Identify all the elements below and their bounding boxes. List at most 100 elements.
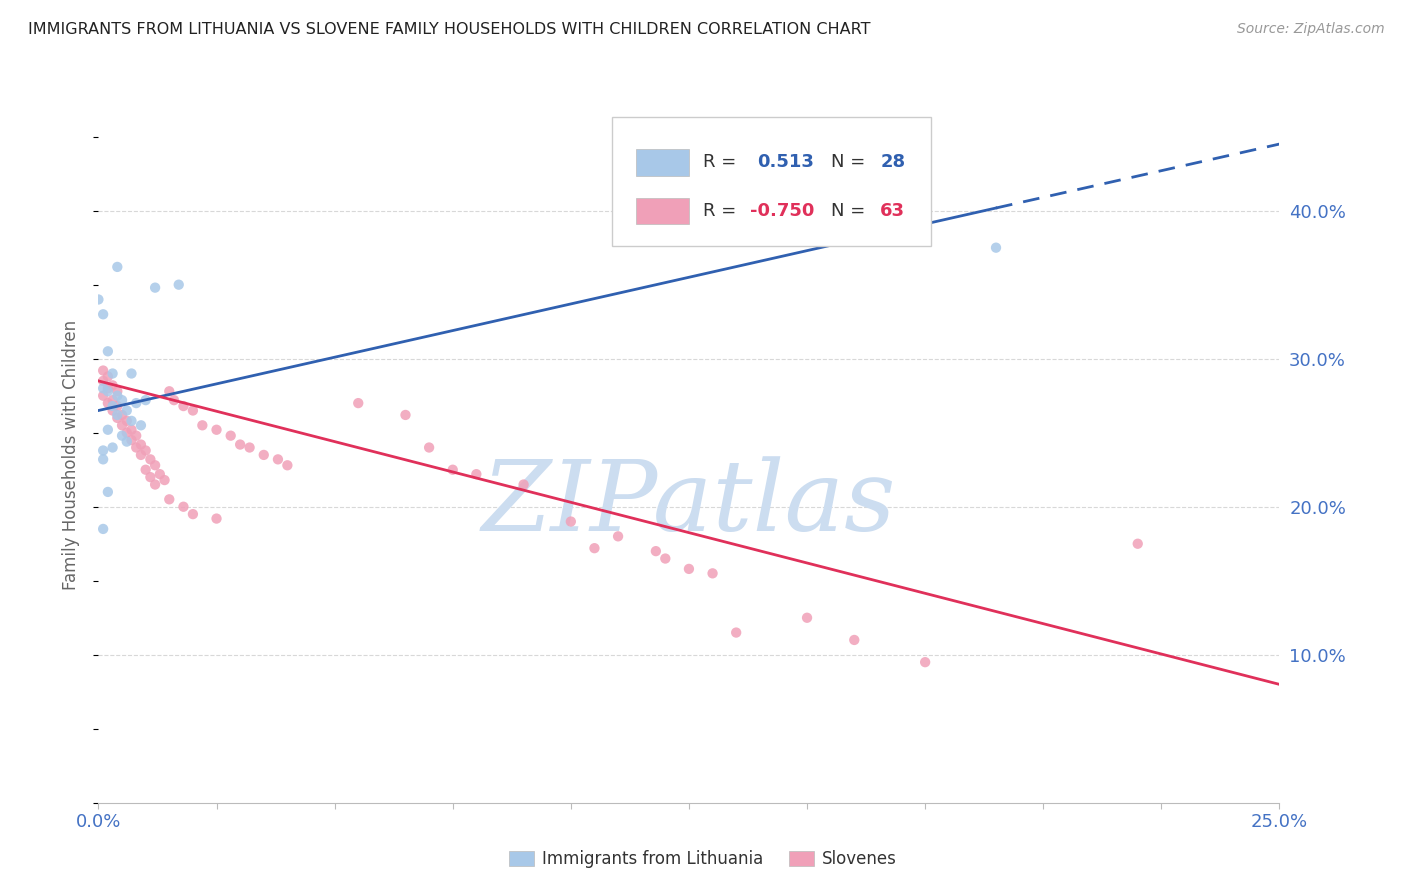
Point [111, 428, 134, 442]
Point [191, 418, 214, 433]
Text: -0.750: -0.750 [751, 202, 814, 220]
Point [115, 434, 138, 449]
Point [135, 393, 157, 408]
Point [115, 403, 138, 417]
Point [153, 473, 176, 487]
Point [512, 477, 534, 491]
Text: N =: N = [831, 153, 865, 171]
Point [725, 625, 748, 640]
Point [914, 655, 936, 669]
Point [101, 399, 124, 413]
Point [276, 458, 298, 473]
Point [91, 389, 114, 403]
Point [105, 260, 128, 274]
Point [105, 408, 128, 422]
Text: ZIPatlas: ZIPatlas [482, 456, 896, 551]
Point [139, 470, 162, 484]
Point [111, 408, 134, 422]
Point [97, 484, 120, 499]
Point [984, 241, 1007, 255]
Point [465, 467, 488, 482]
Point [121, 423, 143, 437]
Y-axis label: Family Households with Children: Family Households with Children [62, 320, 80, 590]
Point [105, 384, 128, 399]
Point [121, 367, 143, 381]
Point [111, 393, 134, 408]
Point [97, 369, 120, 384]
Point [583, 541, 606, 556]
Text: IMMIGRANTS FROM LITHUANIA VS SLOVENE FAMILY HOUSEHOLDS WITH CHILDREN CORRELATION: IMMIGRANTS FROM LITHUANIA VS SLOVENE FAM… [28, 22, 870, 37]
Point [121, 414, 143, 428]
Point [253, 448, 276, 462]
Point [143, 477, 166, 491]
Point [394, 408, 416, 422]
Point [796, 611, 818, 625]
Point [702, 566, 724, 581]
Point [101, 378, 124, 392]
Point [172, 500, 194, 514]
Text: Source: ZipAtlas.com: Source: ZipAtlas.com [1237, 22, 1385, 37]
Point [91, 522, 114, 536]
Point [97, 344, 120, 359]
Point [181, 403, 204, 417]
Point [97, 384, 120, 399]
Point [91, 443, 114, 458]
Text: 28: 28 [880, 153, 905, 171]
Point [115, 414, 138, 428]
Point [121, 433, 143, 447]
Point [1126, 537, 1149, 551]
Point [129, 418, 152, 433]
Point [219, 428, 242, 442]
Point [644, 544, 666, 558]
Point [139, 452, 162, 467]
Point [239, 441, 262, 455]
Point [167, 277, 190, 292]
Text: R =: R = [703, 202, 737, 220]
Point [347, 396, 370, 410]
FancyBboxPatch shape [612, 118, 931, 246]
Point [105, 411, 128, 425]
Point [607, 529, 630, 543]
Point [91, 363, 114, 377]
Point [157, 384, 180, 399]
Point [91, 452, 114, 467]
Point [149, 467, 172, 482]
Text: N =: N = [831, 202, 865, 220]
Point [172, 399, 194, 413]
Point [125, 441, 148, 455]
Point [181, 507, 204, 521]
Point [418, 441, 440, 455]
Point [111, 418, 134, 433]
Point [91, 381, 114, 395]
Point [654, 551, 676, 566]
Legend: Immigrants from Lithuania, Slovenes: Immigrants from Lithuania, Slovenes [502, 844, 904, 875]
Point [205, 423, 228, 437]
Point [229, 437, 252, 451]
Point [267, 452, 290, 467]
Point [143, 458, 166, 473]
Point [115, 425, 138, 440]
Point [105, 399, 128, 413]
Point [91, 374, 114, 388]
Point [91, 307, 114, 321]
Point [129, 437, 152, 451]
Point [560, 515, 582, 529]
Point [101, 403, 124, 417]
Point [163, 393, 186, 408]
Text: 0.513: 0.513 [758, 153, 814, 171]
Point [101, 393, 124, 408]
Point [441, 463, 464, 477]
Point [205, 511, 228, 525]
Point [101, 441, 124, 455]
Point [97, 423, 120, 437]
Point [143, 280, 166, 294]
Bar [636, 149, 689, 176]
Point [125, 396, 148, 410]
Point [135, 443, 157, 458]
Point [97, 381, 120, 395]
Text: R =: R = [703, 153, 737, 171]
Point [135, 463, 157, 477]
Point [87, 293, 110, 307]
Point [129, 448, 152, 462]
Point [97, 396, 120, 410]
